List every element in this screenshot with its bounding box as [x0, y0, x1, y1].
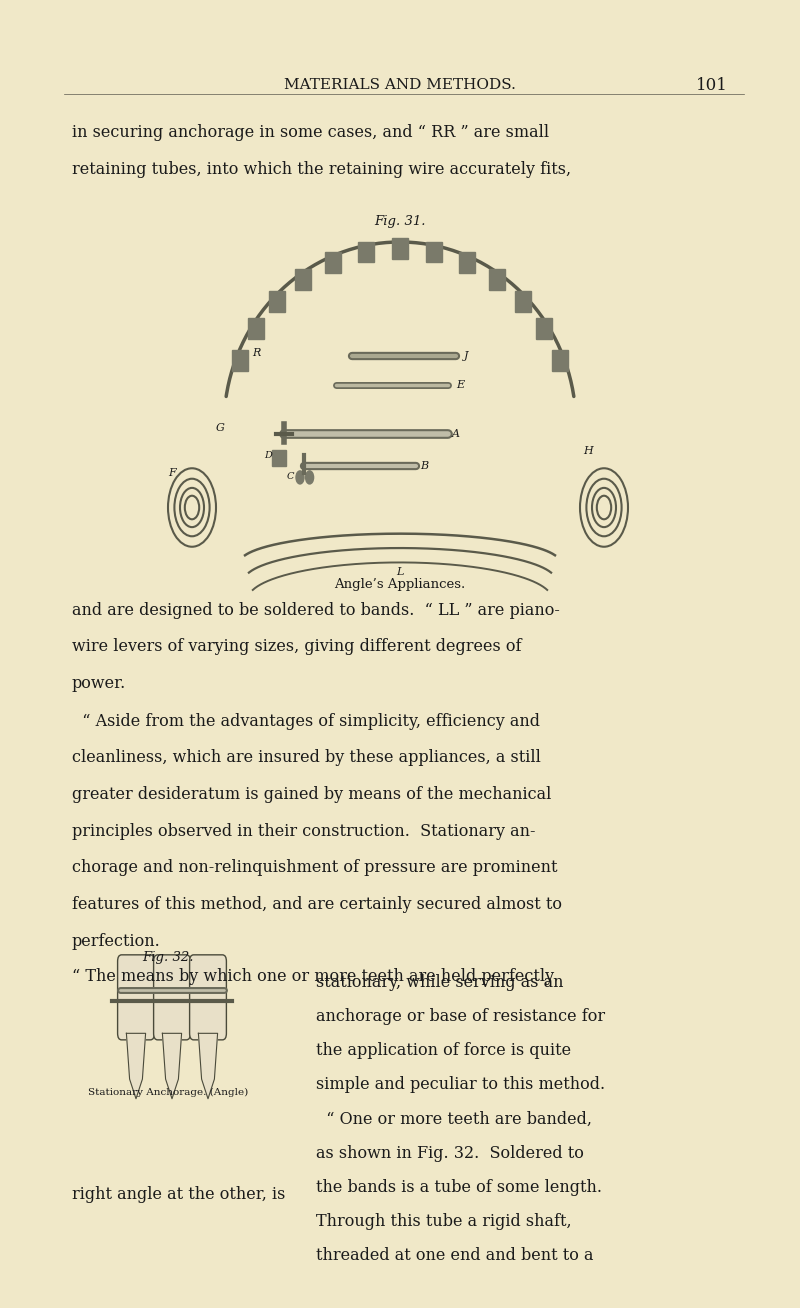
Text: simple and peculiar to this method.: simple and peculiar to this method.: [316, 1076, 605, 1093]
Circle shape: [296, 471, 304, 484]
Bar: [272, 450, 286, 466]
Text: Fig. 32.: Fig. 32.: [142, 951, 194, 964]
Text: B: B: [420, 460, 428, 471]
Bar: [426, 242, 442, 263]
FancyBboxPatch shape: [190, 955, 226, 1040]
Text: “ One or more teeth are banded,: “ One or more teeth are banded,: [316, 1110, 592, 1127]
Text: features of this method, and are certainly secured almost to: features of this method, and are certain…: [72, 896, 562, 913]
Text: greater desideratum is gained by means of the mechanical: greater desideratum is gained by means o…: [72, 786, 551, 803]
Text: D: D: [264, 451, 272, 459]
Text: retaining tubes, into which the retaining wire accurately fits,: retaining tubes, into which the retainin…: [72, 161, 571, 178]
Text: power.: power.: [72, 675, 126, 692]
Text: L: L: [396, 566, 404, 577]
Bar: [552, 349, 568, 370]
Text: in securing anchorage in some cases, and “ RR ” are small: in securing anchorage in some cases, and…: [72, 124, 549, 141]
Text: the application of force is quite: the application of force is quite: [316, 1042, 571, 1059]
Text: as shown in Fig. 32.  Soldered to: as shown in Fig. 32. Soldered to: [316, 1144, 584, 1162]
Text: J: J: [464, 351, 469, 361]
Bar: [458, 252, 474, 273]
Text: 101: 101: [696, 77, 728, 93]
Text: “ Aside from the advantages of simplicity, efficiency and: “ Aside from the advantages of simplicit…: [72, 713, 540, 730]
Text: Through this tube a rigid shaft,: Through this tube a rigid shaft,: [316, 1213, 572, 1230]
Bar: [489, 268, 505, 289]
Text: H: H: [583, 446, 593, 456]
Text: and are designed to be soldered to bands.  “ LL ” are piano-: and are designed to be soldered to bands…: [72, 602, 560, 619]
Bar: [269, 292, 285, 313]
Text: the bands is a tube of some length.: the bands is a tube of some length.: [316, 1179, 602, 1196]
Text: “ The means by which one or more teeth are held perfectly: “ The means by which one or more teeth a…: [72, 968, 554, 985]
Bar: [248, 318, 264, 339]
Text: C: C: [286, 472, 294, 480]
Text: chorage and non-relinquishment of pressure are prominent: chorage and non-relinquishment of pressu…: [72, 859, 558, 876]
Text: Angle’s Appliances.: Angle’s Appliances.: [334, 578, 466, 591]
Polygon shape: [126, 1033, 146, 1099]
Text: principles observed in their construction.  Stationary an-: principles observed in their constructio…: [72, 823, 535, 840]
Circle shape: [306, 471, 314, 484]
Text: Fig. 31.: Fig. 31.: [374, 215, 426, 228]
Text: R: R: [252, 348, 260, 358]
Bar: [295, 268, 311, 289]
Text: threaded at one end and bent to a: threaded at one end and bent to a: [316, 1247, 594, 1264]
Polygon shape: [162, 1033, 182, 1099]
Text: E: E: [456, 379, 464, 390]
Text: A: A: [452, 429, 460, 439]
Text: Stationary Anchorage. (Angle): Stationary Anchorage. (Angle): [88, 1088, 248, 1097]
Text: stationary, while serving as an: stationary, while serving as an: [316, 974, 563, 991]
Text: cleanliness, which are insured by these appliances, a still: cleanliness, which are insured by these …: [72, 749, 541, 766]
Text: wire levers of varying sizes, giving different degrees of: wire levers of varying sizes, giving dif…: [72, 638, 522, 655]
Text: right angle at the other, is: right angle at the other, is: [72, 1186, 286, 1203]
Text: MATERIALS AND METHODS.: MATERIALS AND METHODS.: [284, 78, 516, 92]
FancyBboxPatch shape: [118, 955, 154, 1040]
Bar: [515, 292, 531, 313]
Polygon shape: [198, 1033, 218, 1099]
Text: F: F: [168, 468, 176, 479]
Bar: [358, 242, 374, 263]
Bar: [392, 238, 408, 259]
Bar: [326, 252, 342, 273]
FancyBboxPatch shape: [154, 955, 190, 1040]
Text: perfection.: perfection.: [72, 933, 161, 950]
Text: G: G: [215, 422, 225, 433]
Bar: [536, 318, 552, 339]
Bar: [232, 349, 248, 370]
Text: anchorage or base of resistance for: anchorage or base of resistance for: [316, 1008, 605, 1025]
